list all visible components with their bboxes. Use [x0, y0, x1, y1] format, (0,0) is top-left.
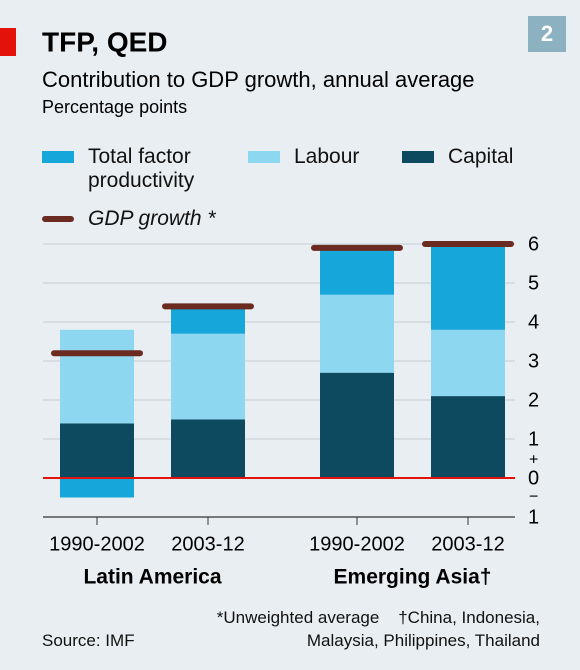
footnotes: *Unweighted average †China, Indonesia, M…	[160, 606, 540, 652]
bar-segment	[431, 396, 505, 478]
x-tick-label: 2003-12	[171, 533, 244, 555]
footnote: *Unweighted average	[216, 608, 380, 627]
axis-sign: +	[529, 452, 538, 469]
bar-segment	[320, 372, 394, 478]
source: Source: IMF	[42, 631, 135, 650]
legend-item: Capital	[402, 145, 513, 169]
chart-title: TFP, QED	[42, 26, 168, 57]
bar-segment	[320, 247, 394, 295]
plot: 1 0 1 2 3 4 5 6 + − 1990-2002 2003-12 1990-2002 2003-…	[43, 233, 539, 589]
badge-number: 2	[541, 21, 553, 46]
x-tick-label: 1990-2002	[309, 533, 405, 555]
y-tick-label: 1	[528, 506, 539, 528]
legend-label: Capital	[448, 145, 514, 168]
legend-swatch	[402, 151, 434, 163]
y-tick-label: 4	[528, 311, 539, 333]
legend-swatch	[42, 151, 74, 163]
legend-item: GDP growth *	[42, 207, 216, 231]
chart-subtitle: Contribution to GDP growth, annual avera…	[42, 67, 475, 92]
bar-segment	[320, 294, 394, 373]
unit-label: Percentage points	[42, 97, 187, 117]
bar-segment	[60, 478, 134, 498]
axis-sign: −	[529, 489, 538, 506]
bar-segment	[171, 333, 245, 420]
legend-label: Total factor productivity	[88, 145, 195, 192]
group-label: Emerging Asia†	[334, 566, 492, 589]
legend-swatch	[42, 216, 74, 222]
legend-item: Total factor productivity	[42, 145, 278, 193]
footnote: †China, Indonesia, Malaysia, Philippines…	[306, 608, 540, 650]
bar-segment	[171, 419, 245, 478]
legend-label: Labour	[294, 145, 360, 168]
accent-bar	[0, 28, 16, 56]
bar-segment	[60, 329, 134, 424]
bar-segment	[60, 423, 134, 478]
y-tick-label: 6	[528, 233, 539, 255]
y-tick-label: 5	[528, 272, 539, 294]
y-tick-label: 1	[528, 428, 539, 450]
y-tick-label: 3	[528, 350, 539, 372]
y-tick-label: 2	[528, 389, 539, 411]
bar-segment	[171, 306, 245, 334]
bar-segment	[431, 329, 505, 397]
badge	[528, 16, 566, 52]
legend-swatch	[248, 151, 280, 163]
group-label: Latin America	[83, 566, 221, 589]
legend-label: GDP growth *	[88, 207, 216, 230]
legend-item: Labour	[248, 145, 359, 169]
x-tick-label: 1990-2002	[49, 533, 145, 555]
x-tick-label: 2003-12	[431, 533, 504, 555]
bar-segment	[431, 244, 505, 330]
y-tick-label: 0	[528, 467, 539, 489]
